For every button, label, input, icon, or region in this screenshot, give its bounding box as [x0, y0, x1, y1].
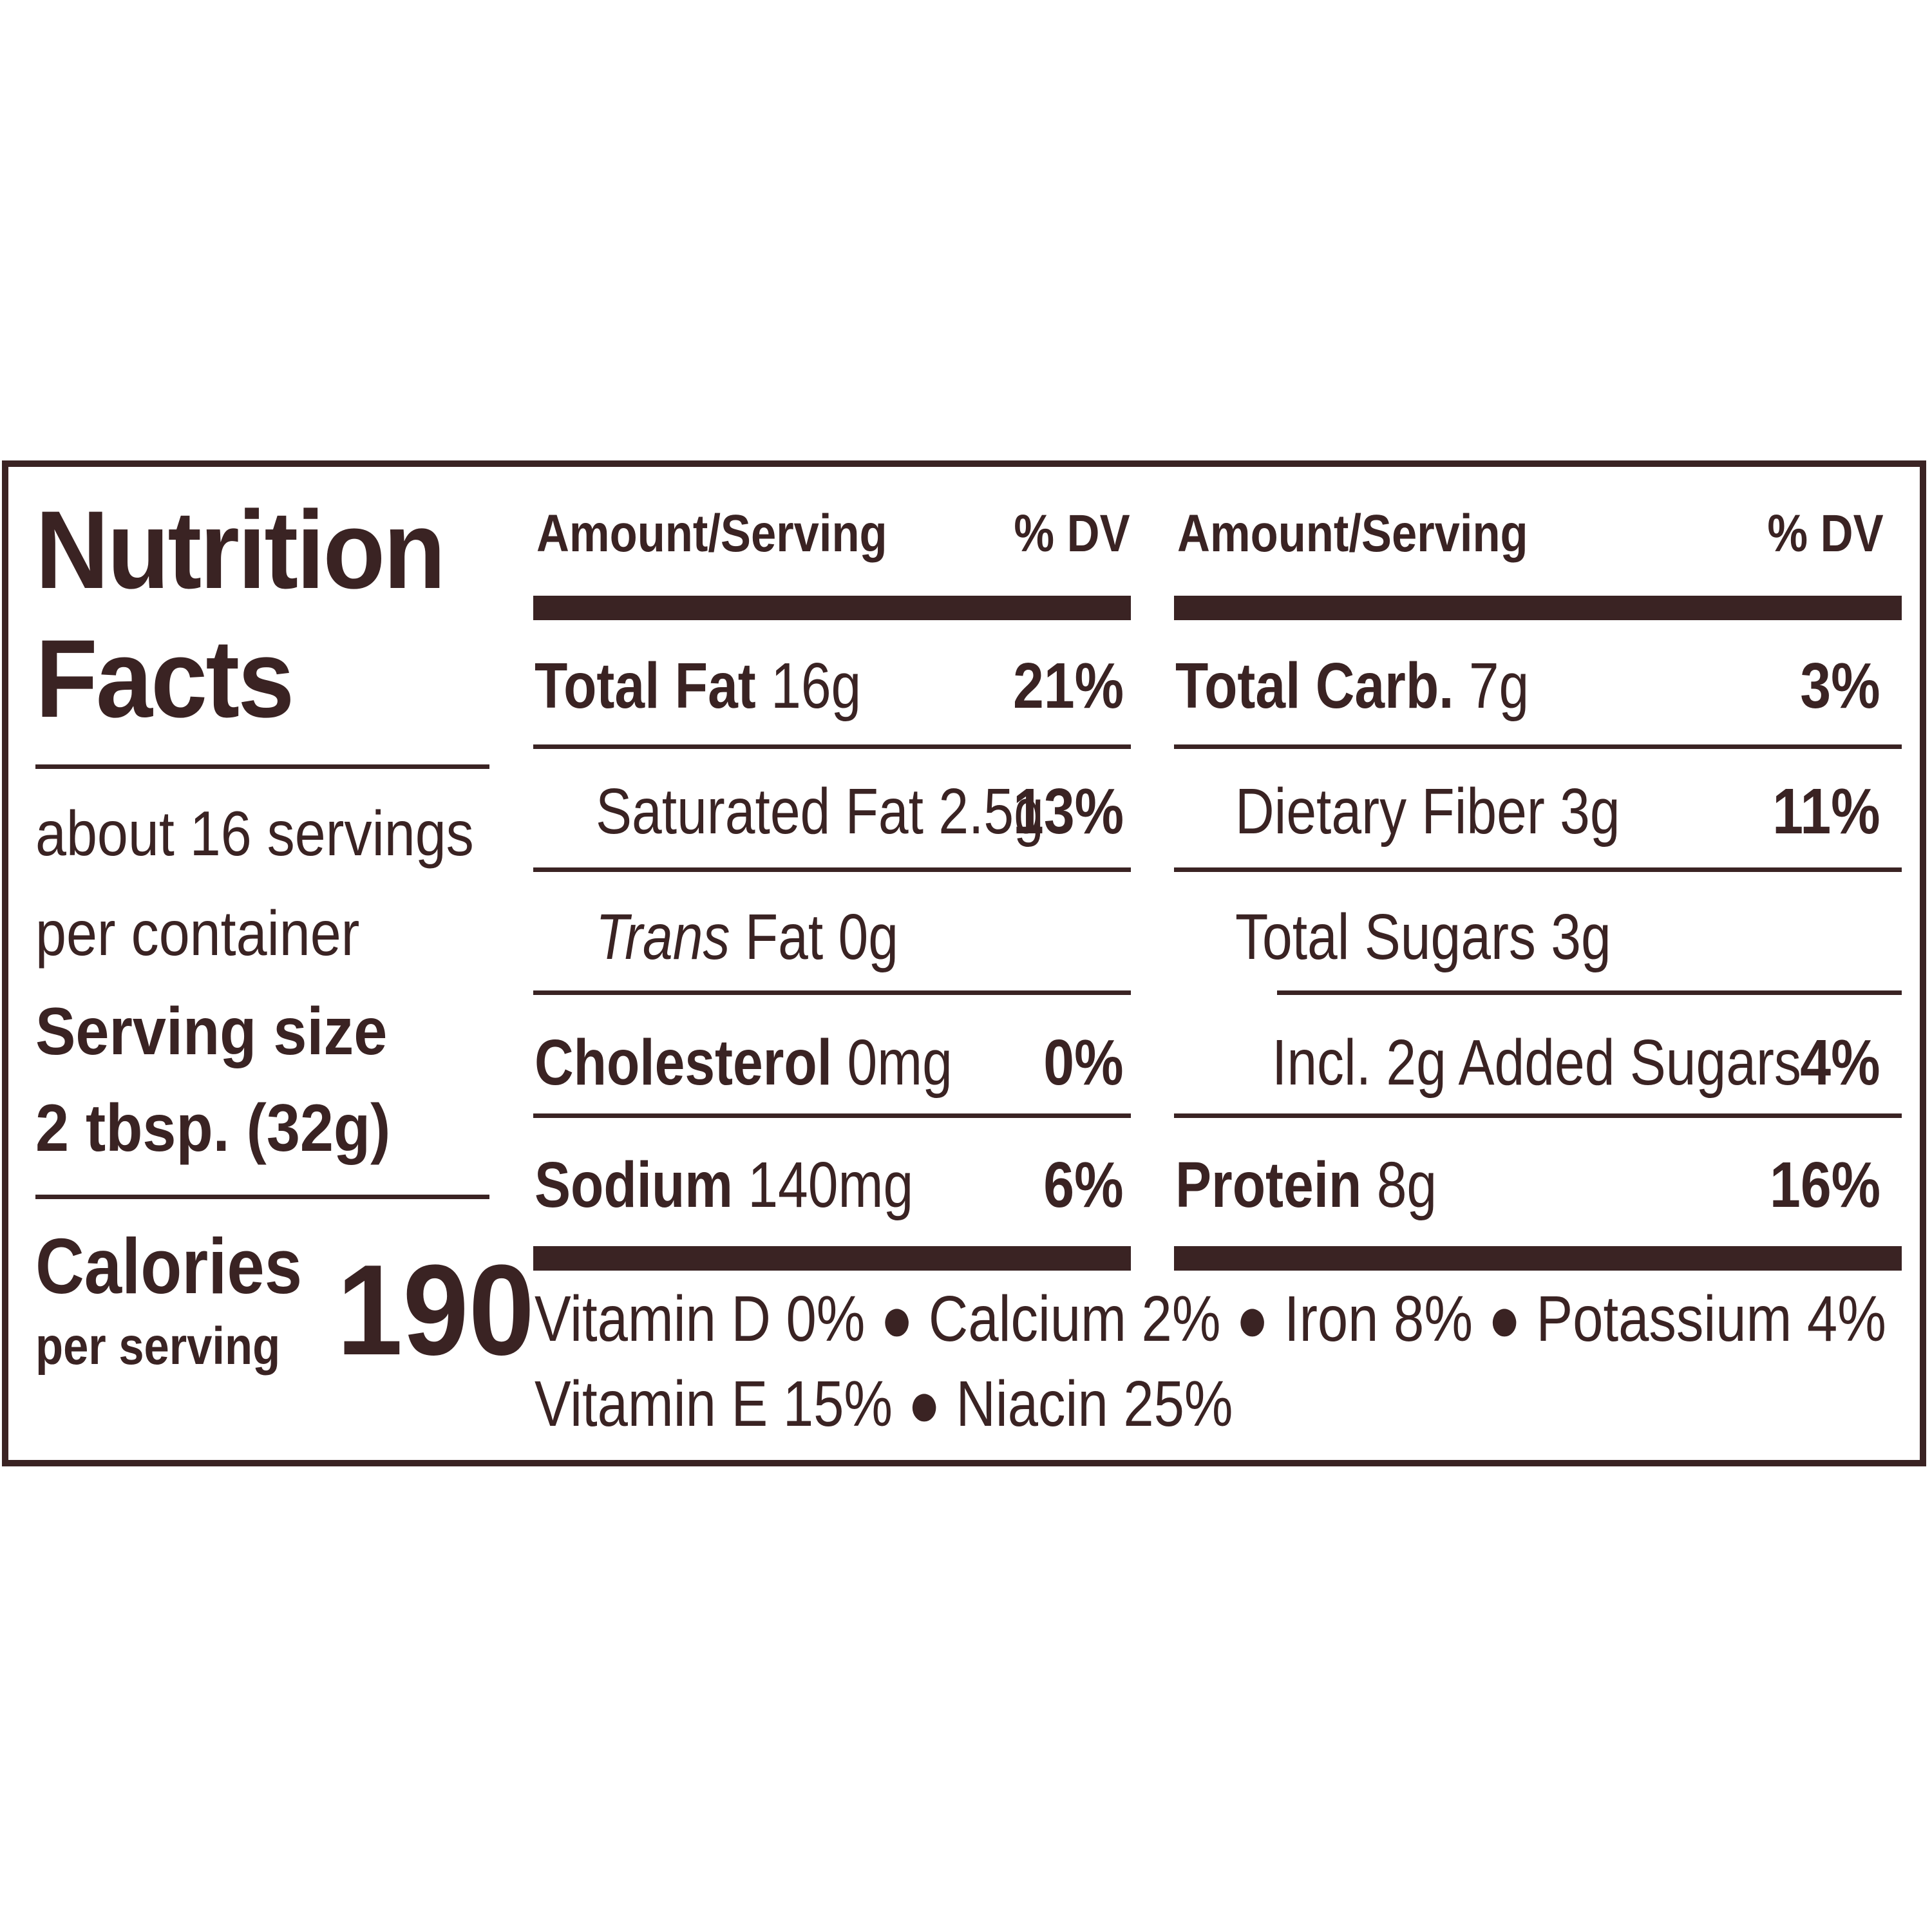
divider [533, 744, 1131, 749]
servings-per-container-line-2: per container [35, 898, 360, 969]
nutrient-row-cholesterol: Cholesterol 0mg [535, 1030, 952, 1095]
nutrient-dv: 6% [1043, 1149, 1124, 1221]
calories-label: Calories [35, 1222, 303, 1310]
nutrient-amount: 3g [1551, 901, 1611, 973]
nutrient-row-saturated-fat: Saturated Fat 2.5g [596, 779, 1044, 844]
nutrient-dv: 16% [1769, 1149, 1880, 1221]
calories-value: 190 [337, 1238, 535, 1382]
nutrient-dv: 21% [1012, 650, 1124, 722]
nutrient-dv: 11% [1772, 775, 1880, 848]
vitamins-line-1: Vitamin D 0% ● Calcium 2% ● Iron 8% ● Po… [535, 1283, 1886, 1355]
serving-size-label: Serving size [35, 994, 388, 1069]
dv-header-left: % DV [1014, 504, 1130, 563]
nutrient-name-italic: Trans [596, 901, 730, 973]
divider [533, 867, 1131, 872]
divider [533, 1113, 1131, 1118]
thick-divider [533, 1246, 1131, 1271]
divider [1174, 867, 1902, 872]
divider [35, 1195, 489, 1199]
nutrient-row-total-carb: Total Carb. 7g [1175, 654, 1529, 718]
nutrient-dv: 0% [1043, 1027, 1124, 1099]
nutrient-amount: 8g [1376, 1149, 1437, 1221]
nutrient-amount: 7g [1468, 650, 1530, 722]
nutrient-row-added-sugars: Incl. 2g Added Sugars [1272, 1030, 1801, 1095]
amount-header-left: Amount/Serving [536, 504, 887, 563]
nutrient-name: Fat [744, 901, 824, 973]
nutrient-row-sodium: Sodium 140mg [535, 1153, 913, 1217]
nutrient-amount: 140mg [748, 1149, 914, 1221]
nutrient-amount: 3g [1560, 775, 1620, 848]
title-line-1: Nutrition [35, 488, 446, 612]
thick-divider [533, 596, 1131, 620]
divider [1174, 1113, 1902, 1118]
amount-header-right: Amount/Serving [1177, 504, 1528, 563]
divider [533, 990, 1131, 995]
nutrient-row-protein: Protein 8g [1175, 1153, 1437, 1217]
nutrient-amount: 2.5g [938, 775, 1044, 848]
nutrient-row-total-fat: Total Fat 16g [535, 654, 861, 718]
nutrient-name: Total Sugars [1235, 901, 1536, 973]
divider [1277, 990, 1902, 995]
servings-per-container-line-1: about 16 servings [35, 798, 474, 869]
vitamins-line-2: Vitamin E 15% ● Niacin 25% [535, 1368, 1233, 1440]
nutrient-name: Total Fat [535, 650, 756, 722]
nutrient-amount: 16g [771, 650, 862, 722]
nutrient-amount: 0g [838, 901, 898, 973]
nutrient-name: Saturated Fat [596, 775, 923, 848]
thick-divider [1174, 596, 1902, 620]
nutrient-row-dietary-fiber: Dietary Fiber 3g [1235, 779, 1620, 844]
thick-divider [1174, 1246, 1902, 1271]
nutrient-dv: 3% [1800, 650, 1880, 722]
nutrient-name: Dietary Fiber [1235, 775, 1545, 848]
divider [1174, 744, 1902, 749]
nutrient-amount: 0mg [847, 1027, 952, 1099]
nutrition-label [2, 460, 1926, 1466]
nutrient-name: Sodium [535, 1149, 733, 1221]
nutrient-name: Cholesterol [535, 1027, 833, 1099]
divider [35, 764, 489, 769]
calories-sublabel: per serving [35, 1317, 281, 1376]
nutrient-name: Protein [1175, 1149, 1362, 1221]
nutrient-row-total-sugars: Total Sugars 3g [1235, 905, 1611, 969]
title-line-2: Facts [35, 617, 294, 741]
nutrient-row-trans-fat: Trans Fat 0g [596, 905, 898, 969]
nutrient-dv: 13% [1012, 775, 1124, 848]
nutrient-name: Total Carb. [1175, 650, 1454, 722]
nutrient-dv: 4% [1800, 1027, 1880, 1099]
nutrient-name: Incl. 2g Added Sugars [1272, 1027, 1801, 1099]
serving-size-value: 2 tbsp. (32g) [35, 1091, 391, 1166]
dv-header-right: % DV [1767, 504, 1884, 563]
